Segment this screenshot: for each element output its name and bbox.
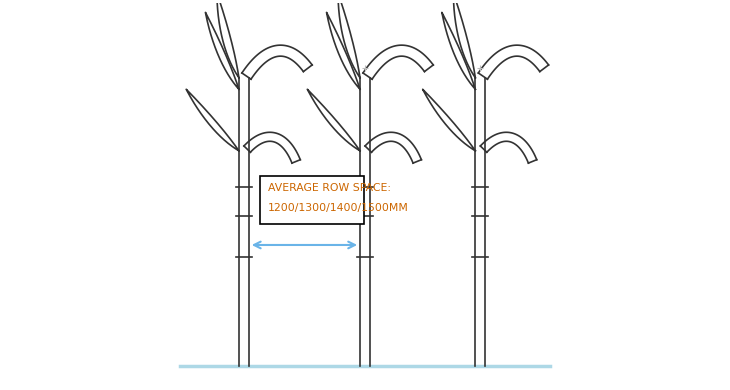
Text: 1200/1300/1400/1500MM: 1200/1300/1400/1500MM [268, 203, 409, 213]
Text: AVERAGE ROW SPACE:: AVERAGE ROW SPACE: [268, 183, 391, 193]
FancyBboxPatch shape [260, 176, 364, 224]
